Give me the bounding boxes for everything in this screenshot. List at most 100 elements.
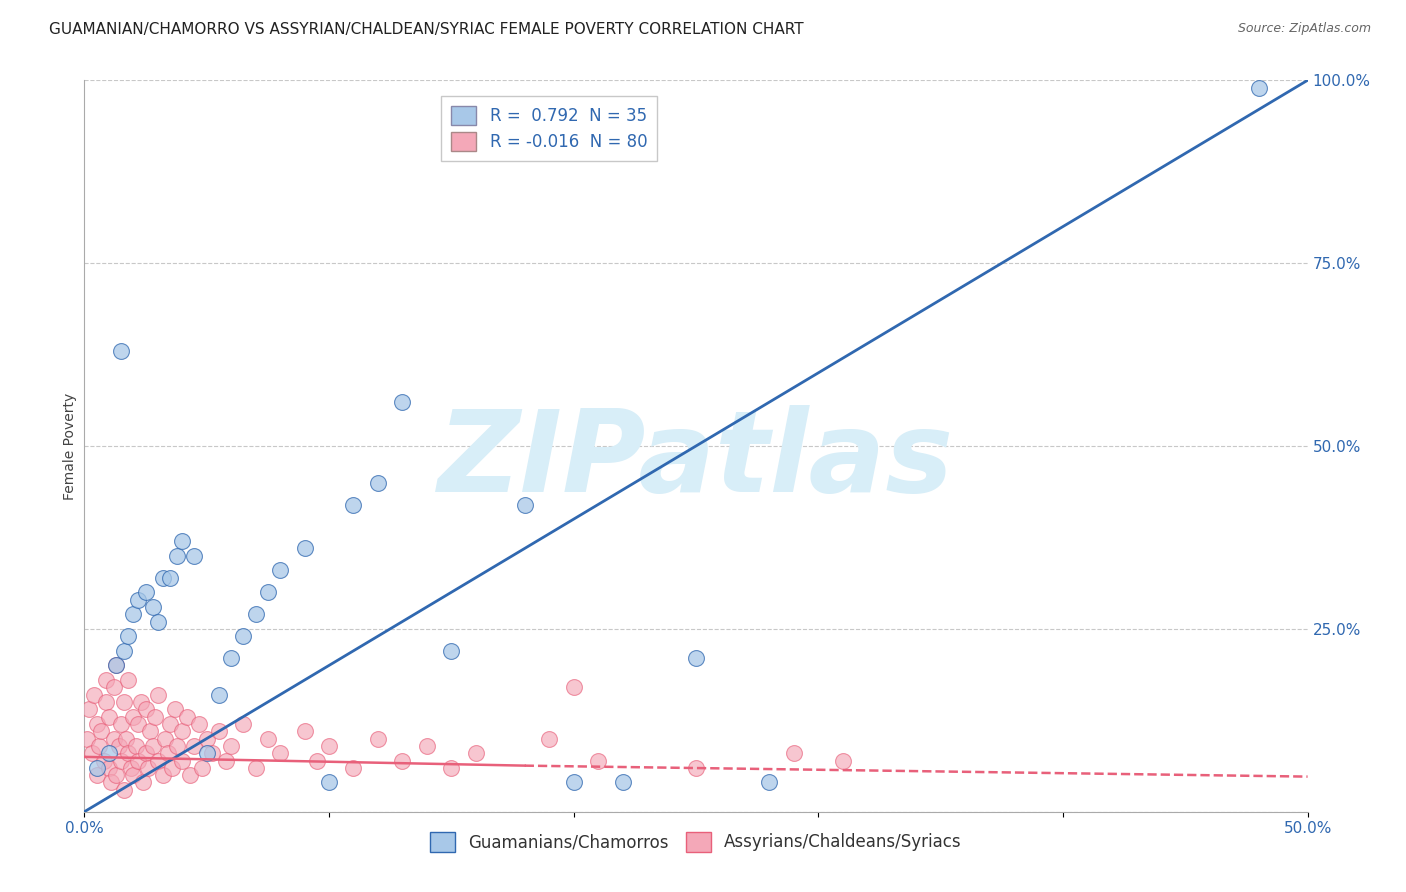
Point — [103, 681, 125, 695]
Point — [139, 724, 162, 739]
Text: ZIPatlas: ZIPatlas — [437, 405, 955, 516]
Point — [97, 709, 120, 723]
Point — [163, 702, 186, 716]
Point — [86, 717, 108, 731]
Point — [135, 702, 157, 716]
Point — [77, 702, 100, 716]
Point — [191, 761, 214, 775]
Point — [127, 592, 149, 607]
Point — [146, 615, 169, 629]
Point — [318, 775, 340, 789]
Legend: Guamanians/Chamorros, Assyrians/Chaldeans/Syriacs: Guamanians/Chamorros, Assyrians/Chaldean… — [423, 826, 969, 858]
Point — [367, 475, 389, 490]
Point — [294, 724, 316, 739]
Point — [136, 761, 159, 775]
Point — [152, 768, 174, 782]
Point — [318, 739, 340, 753]
Point — [831, 754, 853, 768]
Point — [83, 688, 105, 702]
Point — [440, 644, 463, 658]
Point — [269, 563, 291, 577]
Point — [172, 724, 194, 739]
Point — [172, 534, 194, 549]
Point — [87, 739, 110, 753]
Point — [219, 651, 242, 665]
Point — [135, 585, 157, 599]
Point — [612, 775, 634, 789]
Point — [90, 724, 112, 739]
Point — [562, 681, 585, 695]
Point — [152, 571, 174, 585]
Point — [105, 768, 128, 782]
Point — [1247, 80, 1270, 95]
Point — [305, 754, 328, 768]
Point — [269, 746, 291, 760]
Point — [135, 746, 157, 760]
Point — [464, 746, 486, 760]
Point — [416, 739, 439, 753]
Point — [142, 739, 165, 753]
Point — [342, 498, 364, 512]
Point — [86, 768, 108, 782]
Point — [143, 709, 166, 723]
Point — [215, 754, 238, 768]
Point — [112, 782, 135, 797]
Point — [142, 599, 165, 614]
Point — [195, 746, 218, 760]
Text: GUAMANIAN/CHAMORRO VS ASSYRIAN/CHALDEAN/SYRIAC FEMALE POVERTY CORRELATION CHART: GUAMANIAN/CHAMORRO VS ASSYRIAN/CHALDEAN/… — [49, 22, 804, 37]
Point — [122, 768, 145, 782]
Point — [96, 695, 118, 709]
Point — [538, 731, 561, 746]
Point — [97, 746, 120, 760]
Text: Source: ZipAtlas.com: Source: ZipAtlas.com — [1237, 22, 1371, 36]
Point — [122, 607, 145, 622]
Point — [93, 754, 115, 768]
Point — [120, 761, 142, 775]
Point — [127, 717, 149, 731]
Point — [127, 754, 149, 768]
Point — [513, 498, 536, 512]
Point — [176, 709, 198, 723]
Point — [105, 658, 128, 673]
Point — [232, 717, 254, 731]
Point — [117, 746, 139, 760]
Point — [257, 731, 280, 746]
Point — [146, 688, 169, 702]
Point — [179, 768, 201, 782]
Point — [685, 651, 707, 665]
Point — [162, 761, 184, 775]
Point — [125, 739, 148, 753]
Point — [367, 731, 389, 746]
Point — [117, 673, 139, 687]
Point — [110, 754, 132, 768]
Point — [76, 731, 98, 746]
Point — [183, 739, 205, 753]
Point — [105, 658, 128, 673]
Point — [294, 541, 316, 556]
Point — [208, 724, 231, 739]
Point — [166, 549, 188, 563]
Point — [159, 717, 181, 731]
Point — [783, 746, 806, 760]
Point — [107, 739, 129, 753]
Point — [80, 746, 103, 760]
Point — [110, 717, 132, 731]
Point — [117, 629, 139, 643]
Point — [153, 731, 176, 746]
Point — [112, 644, 135, 658]
Point — [100, 775, 122, 789]
Point — [103, 731, 125, 746]
Point — [257, 585, 280, 599]
Point — [146, 754, 169, 768]
Point — [132, 775, 155, 789]
Point — [391, 754, 413, 768]
Point — [200, 746, 222, 760]
Point — [440, 761, 463, 775]
Point — [183, 549, 205, 563]
Point — [156, 746, 179, 760]
Point — [342, 761, 364, 775]
Y-axis label: Female Poverty: Female Poverty — [63, 392, 77, 500]
Point — [245, 761, 267, 775]
Point — [586, 754, 609, 768]
Point — [86, 761, 108, 775]
